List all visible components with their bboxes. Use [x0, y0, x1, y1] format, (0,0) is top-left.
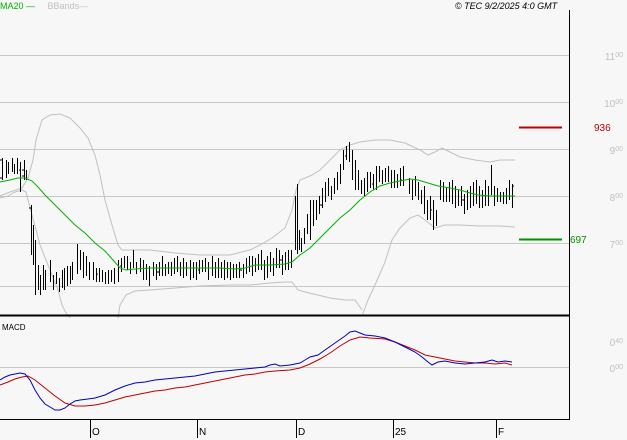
- x-label-2025: 25: [395, 427, 407, 438]
- price-label-800: 800: [609, 193, 623, 204]
- x-label-oct: O: [92, 427, 100, 438]
- price-label-700: 700: [609, 240, 623, 251]
- macd-label-040: 040: [609, 338, 623, 349]
- price-label-1100: 1100: [604, 52, 623, 63]
- legend-ma20-label: MA20: [0, 1, 24, 11]
- support-label: 697: [570, 235, 587, 246]
- bband-lower-3: [361, 214, 516, 317]
- bollinger-bands: [0, 113, 516, 319]
- macd-signal-line: [0, 336, 513, 407]
- copyright-timestamp: © TEC 9/2/2025 4:0 GMT: [455, 1, 558, 11]
- price-label-900: 900: [609, 146, 623, 157]
- bband-upper: [0, 113, 515, 256]
- price-label-1000: 1000: [604, 99, 623, 110]
- x-label-dec: D: [298, 427, 306, 438]
- bband-lower-2: [117, 281, 363, 319]
- x-label-feb: F: [498, 427, 505, 438]
- legend-ma20-swatch: —: [26, 1, 36, 11]
- x-label-nov: N: [199, 427, 207, 438]
- price-gridlines: [0, 55, 569, 287]
- chart-legend: MA20 — BBands—: [0, 0, 88, 12]
- macd-line: [0, 330, 513, 411]
- resistance-label: 936: [594, 123, 611, 134]
- price-bars: [0, 142, 514, 295]
- x-axis-ticks: [90, 420, 497, 438]
- legend-bbands: BBands—: [48, 1, 89, 11]
- legend-bbands-swatch: —: [79, 1, 89, 11]
- macd-title: MACD: [2, 323, 26, 332]
- legend-ma20: MA20 —: [0, 1, 35, 11]
- macd-label-000: 000: [609, 364, 623, 375]
- ma20-line: [0, 177, 515, 271]
- legend-bbands-label: BBands: [47, 1, 80, 11]
